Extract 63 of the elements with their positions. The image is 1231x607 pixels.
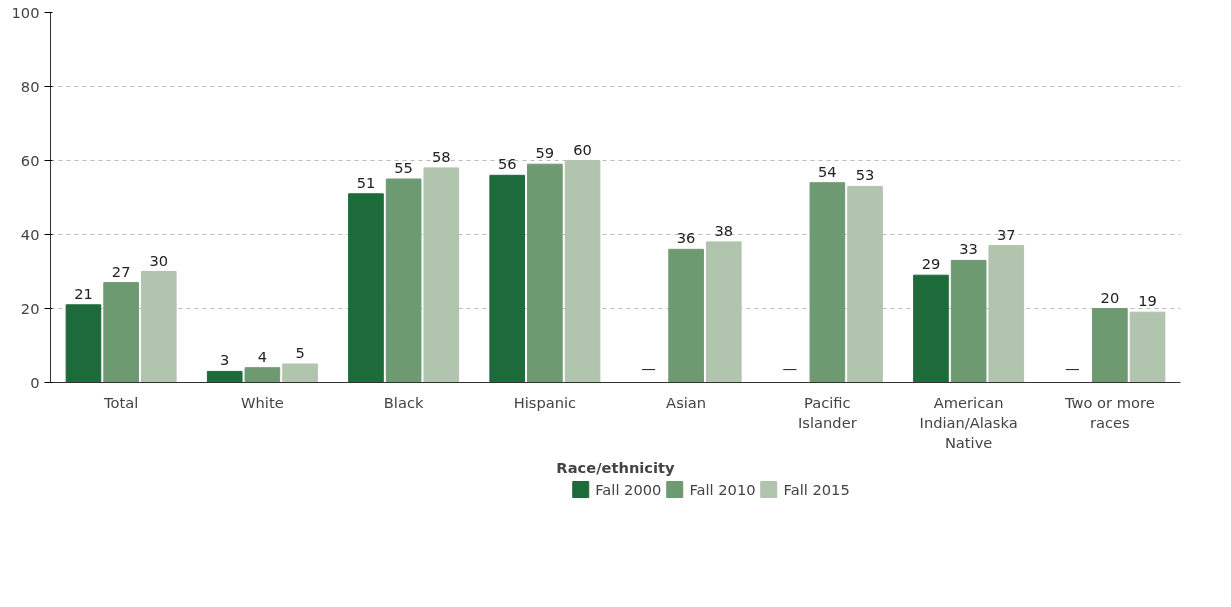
x-tick-label: Black [383, 393, 424, 411]
y-tick-label: 100 [11, 3, 40, 21]
data-label: 38 [714, 221, 734, 239]
bar [348, 193, 384, 383]
data-label: 33 [959, 240, 978, 258]
data-label: 3 [220, 351, 230, 369]
bar [489, 174, 526, 383]
y-tick-label: 0 [30, 373, 40, 391]
bar [385, 178, 422, 383]
data-label: 36 [676, 229, 696, 247]
x-tick-label: Total [103, 393, 139, 411]
bar [103, 282, 139, 383]
bar [206, 370, 243, 383]
x-tick-label: Hispanic [513, 393, 577, 411]
x-axis-title: Race/ethnicity [556, 459, 676, 477]
bar [564, 160, 601, 383]
data-label: 37 [996, 225, 1016, 243]
y-tick-label: 40 [20, 225, 40, 243]
data-label: 54 [818, 162, 837, 180]
data-label: 29 [921, 255, 941, 273]
x-tick-label: Asian [666, 393, 707, 411]
y-tick-label: 20 [20, 299, 40, 317]
text: — [641, 359, 656, 377]
data-label: 20 [1100, 288, 1120, 306]
bar [705, 241, 742, 383]
data-label: 21 [74, 284, 93, 302]
data-label: 58 [431, 147, 451, 165]
data-label: 27 [111, 262, 131, 280]
bar [988, 245, 1025, 383]
x-tick-label: American Indian/Alaska Native [919, 393, 1018, 452]
y-tick-label: 60 [20, 151, 40, 169]
bar [847, 185, 883, 383]
bar [809, 182, 846, 383]
bar [244, 367, 281, 383]
data-label: 56 [497, 155, 517, 173]
bar [527, 163, 563, 383]
bar [423, 167, 460, 383]
data-label: 60 [573, 140, 592, 158]
bar [65, 304, 102, 383]
bar [950, 259, 987, 383]
bar [140, 271, 177, 383]
x-tick-label: Pacific Islander [798, 393, 858, 431]
y-tick-label: 80 [20, 77, 40, 95]
x-tick-label: Two or more races [1064, 393, 1155, 431]
data-label: 5 [295, 344, 305, 361]
legend-label: Fall 2010 [689, 480, 756, 498]
data-label: 59 [535, 144, 555, 162]
legend-label: Fall 2000 [595, 480, 662, 498]
bar [1092, 308, 1128, 383]
text: — [1064, 359, 1080, 377]
data-label: 19 [1138, 292, 1157, 310]
data-label: 53 [855, 166, 875, 184]
data-label: 55 [394, 159, 413, 176]
bar [913, 274, 949, 383]
text: — [782, 359, 798, 377]
bar [1129, 311, 1166, 383]
legend-label: Fall 2015 [783, 480, 850, 498]
bar [668, 248, 704, 383]
data-label: 51 [356, 173, 376, 191]
data-label: 30 [149, 251, 169, 269]
bar [282, 363, 318, 383]
x-tick-label: White [241, 393, 284, 411]
data-label: 4 [257, 347, 268, 365]
